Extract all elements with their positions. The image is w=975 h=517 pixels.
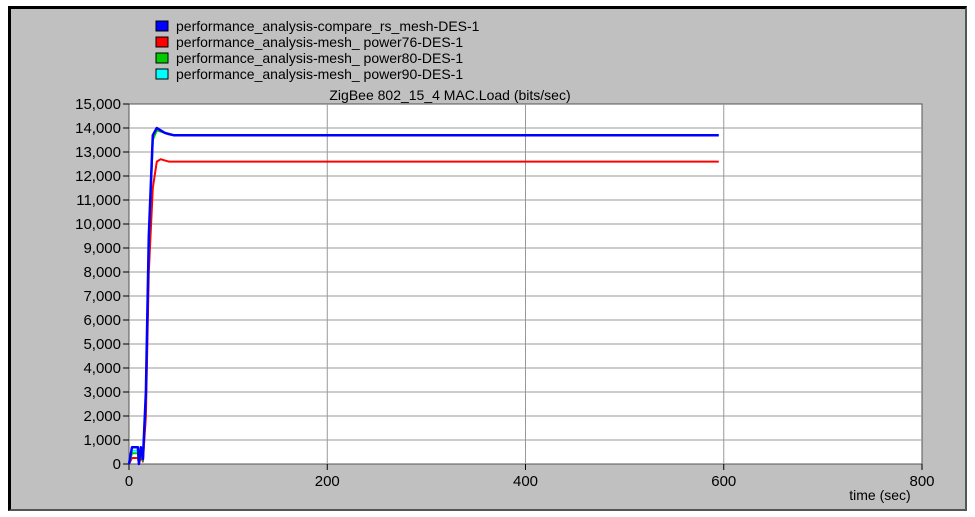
x-tick-label: 600 bbox=[711, 473, 736, 490]
y-tick-label: 4,000 bbox=[83, 360, 121, 377]
y-tick-label: 12,000 bbox=[75, 168, 121, 185]
legend-label: performance_analysis-mesh_ power80-DES-1 bbox=[176, 50, 463, 66]
y-tick-label: 13,000 bbox=[75, 144, 121, 161]
y-tick-label: 6,000 bbox=[83, 312, 121, 329]
legend-swatch bbox=[155, 36, 169, 48]
grid bbox=[129, 104, 922, 464]
y-tick-label: 5,000 bbox=[83, 336, 121, 353]
line-chart: performance_analysis-compare_rs_mesh-DES… bbox=[75, 18, 935, 503]
y-tick-label: 8,000 bbox=[83, 264, 121, 281]
x-axis-label: time (sec) bbox=[849, 487, 910, 503]
legend-label: performance_analysis-mesh_ power76-DES-1 bbox=[176, 34, 463, 50]
legend-swatch bbox=[155, 20, 169, 32]
chart-window: performance_analysis-compare_rs_mesh-DES… bbox=[8, 6, 967, 511]
x-tick-label: 0 bbox=[125, 473, 133, 490]
y-tick-label: 15,000 bbox=[75, 96, 121, 113]
y-tick-label: 1,000 bbox=[83, 432, 121, 449]
chart-title: ZigBee 802_15_4 MAC.Load (bits/sec) bbox=[329, 87, 570, 103]
y-tick-label: 11,000 bbox=[76, 192, 121, 209]
legend-swatch bbox=[155, 68, 169, 80]
legend-swatch bbox=[155, 52, 169, 64]
y-tick-label: 9,000 bbox=[83, 240, 121, 257]
x-tick-label: 200 bbox=[315, 473, 340, 490]
y-tick-label: 10,000 bbox=[75, 216, 121, 233]
y-tick-label: 14,000 bbox=[75, 120, 121, 137]
series-line-1 bbox=[127, 126, 719, 466]
legend-label: performance_analysis-compare_rs_mesh-DES… bbox=[176, 18, 480, 34]
y-tick-label: 3,000 bbox=[83, 384, 121, 401]
y-tick-label: 7,000 bbox=[83, 288, 121, 305]
series-lines bbox=[127, 126, 719, 466]
legend-label: performance_analysis-mesh_ power90-DES-1 bbox=[176, 66, 463, 82]
y-tick-label: 0 bbox=[113, 456, 121, 473]
x-axis: 0 200 400 600 800 bbox=[125, 464, 935, 490]
legend: performance_analysis-compare_rs_mesh-DES… bbox=[155, 18, 480, 82]
y-tick-label: 2,000 bbox=[83, 408, 121, 425]
x-tick-label: 800 bbox=[909, 473, 934, 490]
y-axis: 0 1,000 2,000 3,000 4,000 5,000 6,000 7,000 8,00… bbox=[75, 96, 129, 473]
x-tick-label: 400 bbox=[513, 473, 538, 490]
